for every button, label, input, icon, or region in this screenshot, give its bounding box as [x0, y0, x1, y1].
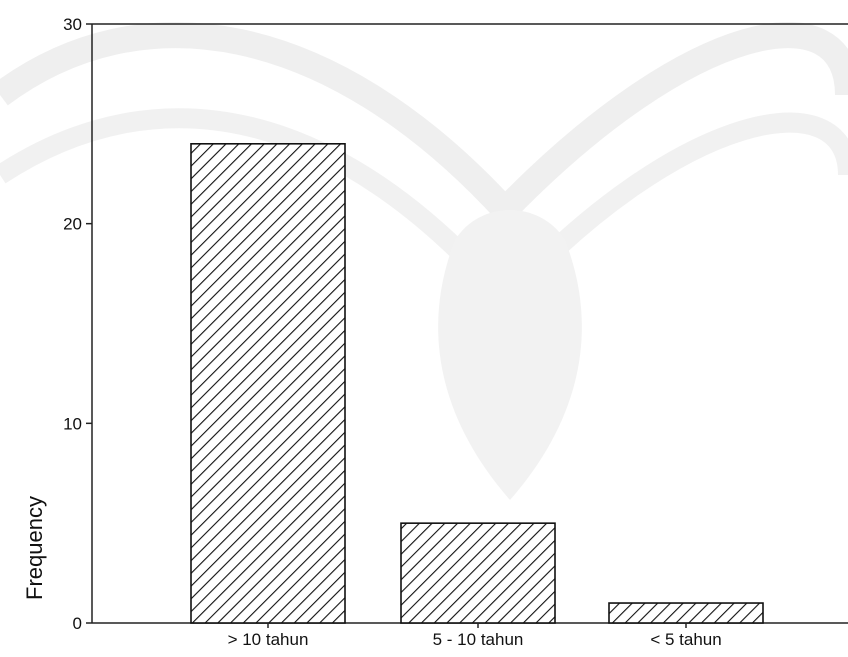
x-category-label: 5 - 10 tahun [433, 630, 524, 649]
watermark-logo [0, 22, 848, 500]
bar [400, 522, 556, 624]
x-category-label: < 5 tahun [650, 630, 721, 649]
y-tick-label: 0 [73, 614, 82, 633]
y-axis-title: Frequency [22, 496, 47, 600]
y-tick-label: 10 [63, 414, 82, 433]
y-axis-ticks: 0 10 20 30 [63, 15, 92, 633]
bar [608, 602, 764, 624]
x-category-label: > 10 tahun [228, 630, 309, 649]
y-tick-label: 30 [63, 15, 82, 34]
y-tick-label: 20 [63, 215, 82, 234]
x-axis-labels: > 10 tahun 5 - 10 tahun < 5 tahun [228, 623, 722, 649]
bar [190, 143, 346, 624]
